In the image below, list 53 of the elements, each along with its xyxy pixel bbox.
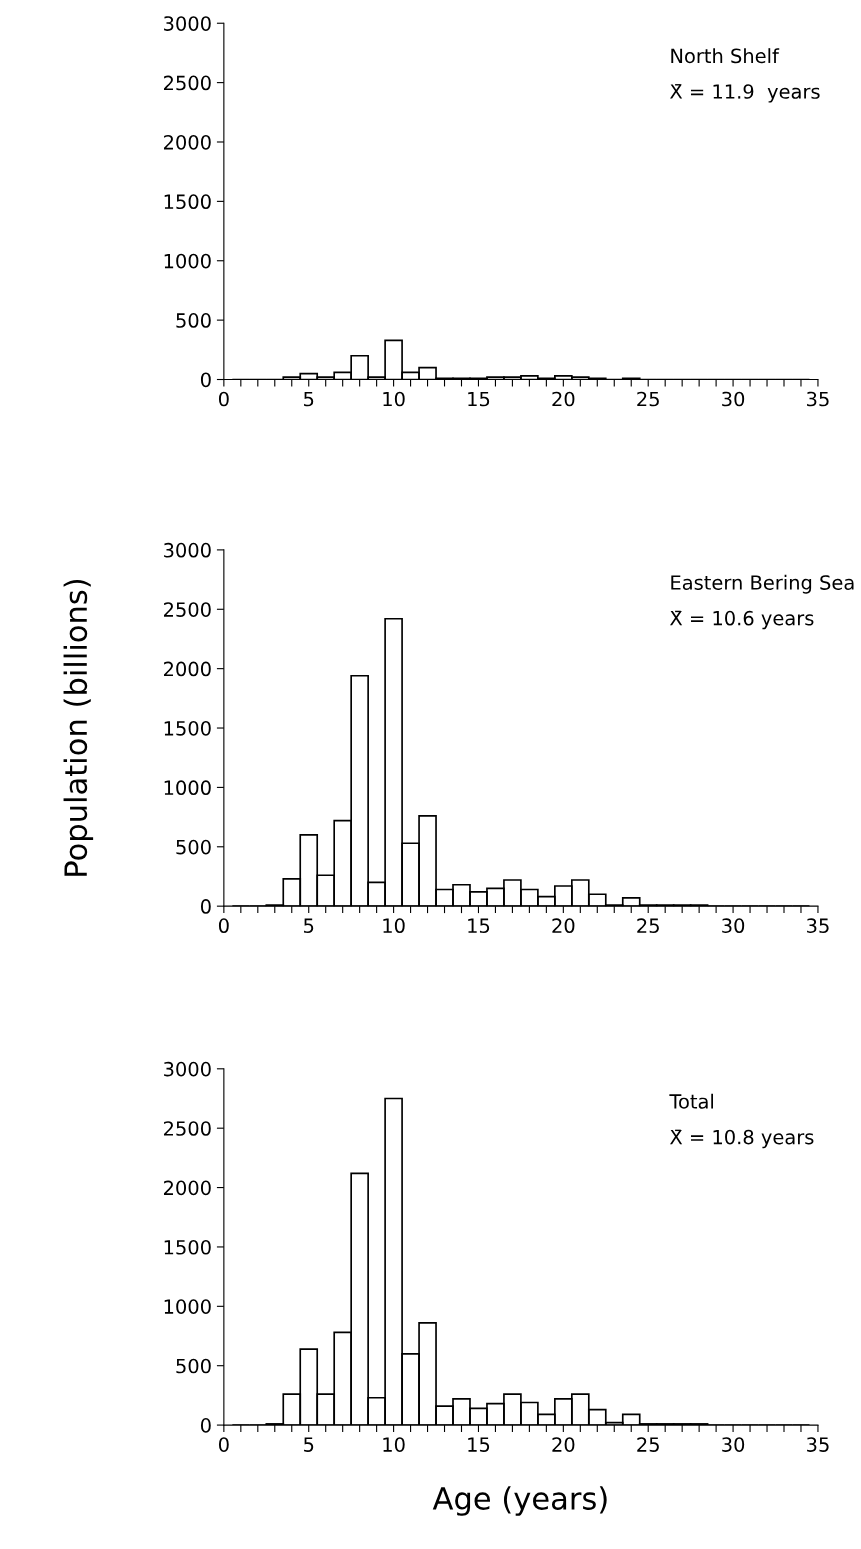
x-tick-label: 25 bbox=[637, 918, 659, 934]
annotation: X̄ = 11.9 years bbox=[670, 84, 820, 103]
y-tick-label: 500 bbox=[176, 313, 211, 328]
y-tick-label: 2000 bbox=[163, 134, 211, 150]
x-tick-label: 15 bbox=[468, 1437, 490, 1452]
y-tick-label: 0 bbox=[200, 899, 211, 914]
y-tick-label: 1500 bbox=[164, 194, 211, 210]
annotation: X̄ = 10.8 years bbox=[670, 1129, 814, 1149]
x-tick-label: 10 bbox=[383, 1437, 405, 1452]
y-tick-label: 3000 bbox=[164, 542, 211, 558]
y-tick-label: 0 bbox=[200, 372, 211, 388]
annotation: Total bbox=[669, 1093, 714, 1109]
x-tick-label: 0 bbox=[218, 1437, 229, 1452]
x-tick-label: 0 bbox=[218, 918, 229, 934]
y-tick-label: 500 bbox=[176, 1358, 211, 1374]
y-tick-label: 1000 bbox=[164, 1299, 211, 1314]
x-axis-title: Age (years) bbox=[432, 1486, 607, 1516]
y-tick-label: 0 bbox=[200, 1418, 211, 1433]
x-tick-label: 35 bbox=[807, 1437, 829, 1452]
x-tick-label: 5 bbox=[304, 1437, 314, 1452]
y-tick-label: 1500 bbox=[164, 720, 211, 736]
x-tick-label: 5 bbox=[304, 918, 314, 934]
x-tick-label: 20 bbox=[552, 1437, 575, 1452]
y-tick-label: 1000 bbox=[164, 253, 211, 269]
x-tick-label: 0 bbox=[218, 391, 229, 407]
x-tick-label: 20 bbox=[552, 918, 575, 934]
x-tick-label: 25 bbox=[637, 1437, 659, 1452]
x-tick-label: 10 bbox=[383, 391, 405, 407]
x-tick-label: 15 bbox=[468, 918, 490, 934]
y-tick-label: 1500 bbox=[164, 1239, 211, 1255]
x-tick-label: 10 bbox=[383, 918, 405, 934]
annotation: X̄ = 10.6 years bbox=[670, 610, 814, 630]
y-tick-label: 2500 bbox=[163, 75, 211, 91]
x-tick-label: 5 bbox=[304, 391, 314, 407]
x-tick-label: 25 bbox=[637, 391, 659, 407]
x-tick-label: 35 bbox=[807, 391, 829, 407]
y-tick-label: 3000 bbox=[164, 1061, 211, 1077]
x-tick-label: 30 bbox=[722, 1437, 745, 1452]
x-tick-label: 20 bbox=[552, 391, 575, 407]
y-tick-label: 1000 bbox=[164, 780, 211, 796]
y-tick-label: 2000 bbox=[163, 1180, 211, 1196]
y-tick-label: 500 bbox=[176, 839, 211, 855]
x-tick-label: 35 bbox=[807, 918, 829, 934]
y-tick-label: 2000 bbox=[163, 661, 211, 677]
annotation: Eastern Bering Sea bbox=[671, 574, 854, 594]
y-tick-label: 2500 bbox=[163, 1121, 211, 1136]
y-tick-label: 2500 bbox=[163, 602, 211, 617]
x-tick-label: 30 bbox=[722, 391, 745, 407]
x-tick-label: 30 bbox=[722, 918, 745, 934]
y-tick-label: 3000 bbox=[164, 16, 211, 31]
annotation: North Shelf bbox=[671, 48, 780, 64]
y-axis-title: Population (billions) bbox=[63, 579, 94, 876]
x-tick-label: 15 bbox=[468, 391, 490, 407]
